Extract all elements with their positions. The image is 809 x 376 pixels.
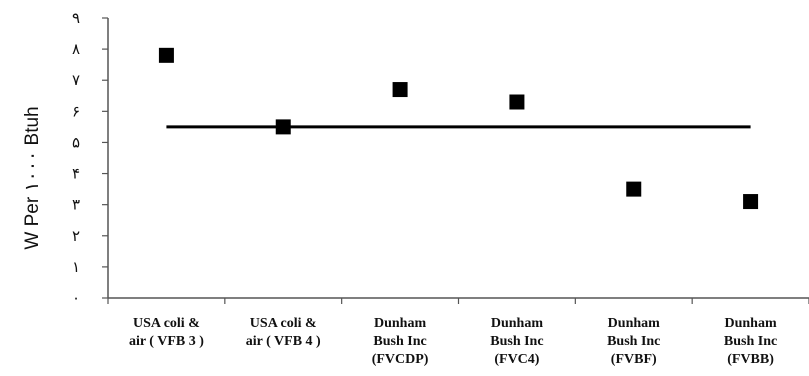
x-tick-label: Dunham Bush Inc (FVBF) [607, 316, 660, 367]
x-tick-label: USA coli & air ( VFB 3 ) [129, 316, 204, 349]
x-tick-label: Dunham Bush Inc (FVCDP) [372, 316, 429, 367]
data-point [743, 194, 759, 210]
data-point [392, 82, 408, 98]
x-tick-label: Dunham Bush Inc (FVC4) [490, 316, 543, 367]
y-tick-label: ٨ [72, 40, 80, 58]
y-tick-label: ٣ [72, 196, 80, 214]
y-tick-label: ٠ [72, 289, 80, 307]
y-tick-label: ٢ [72, 227, 80, 245]
data-point [626, 181, 642, 197]
data-points [158, 47, 759, 210]
y-tick-label: ۶ [72, 102, 80, 120]
x-ticks: USA coli & air ( VFB 3 ) USA coli & air ( V… [107, 298, 809, 367]
axes [107, 18, 809, 299]
y-tick-label: ۴ [72, 165, 80, 183]
y-tick-label: ۵ [72, 133, 80, 151]
y-tick-label: ٧ [72, 71, 80, 89]
y-axis-label: W Per ١٠٠٠ Btuh [22, 106, 43, 249]
y-axis-label-group: W Per ١٠٠٠ Btuh [22, 106, 43, 249]
y-tick-label: ٩ [72, 9, 80, 27]
x-tick-label: Dunham Bush Inc (FVBB) [724, 316, 777, 367]
data-point [275, 119, 291, 135]
x-tick-label: USA coli & air ( VFB 4 ) [246, 316, 321, 349]
data-point [509, 94, 525, 110]
y-tick-label: ١ [72, 258, 80, 276]
y-ticks: ٠ ١ ٢ ٣ ۴ ۵ ۶ ٧ ٨ ٩ [72, 9, 108, 307]
data-point [158, 47, 174, 63]
